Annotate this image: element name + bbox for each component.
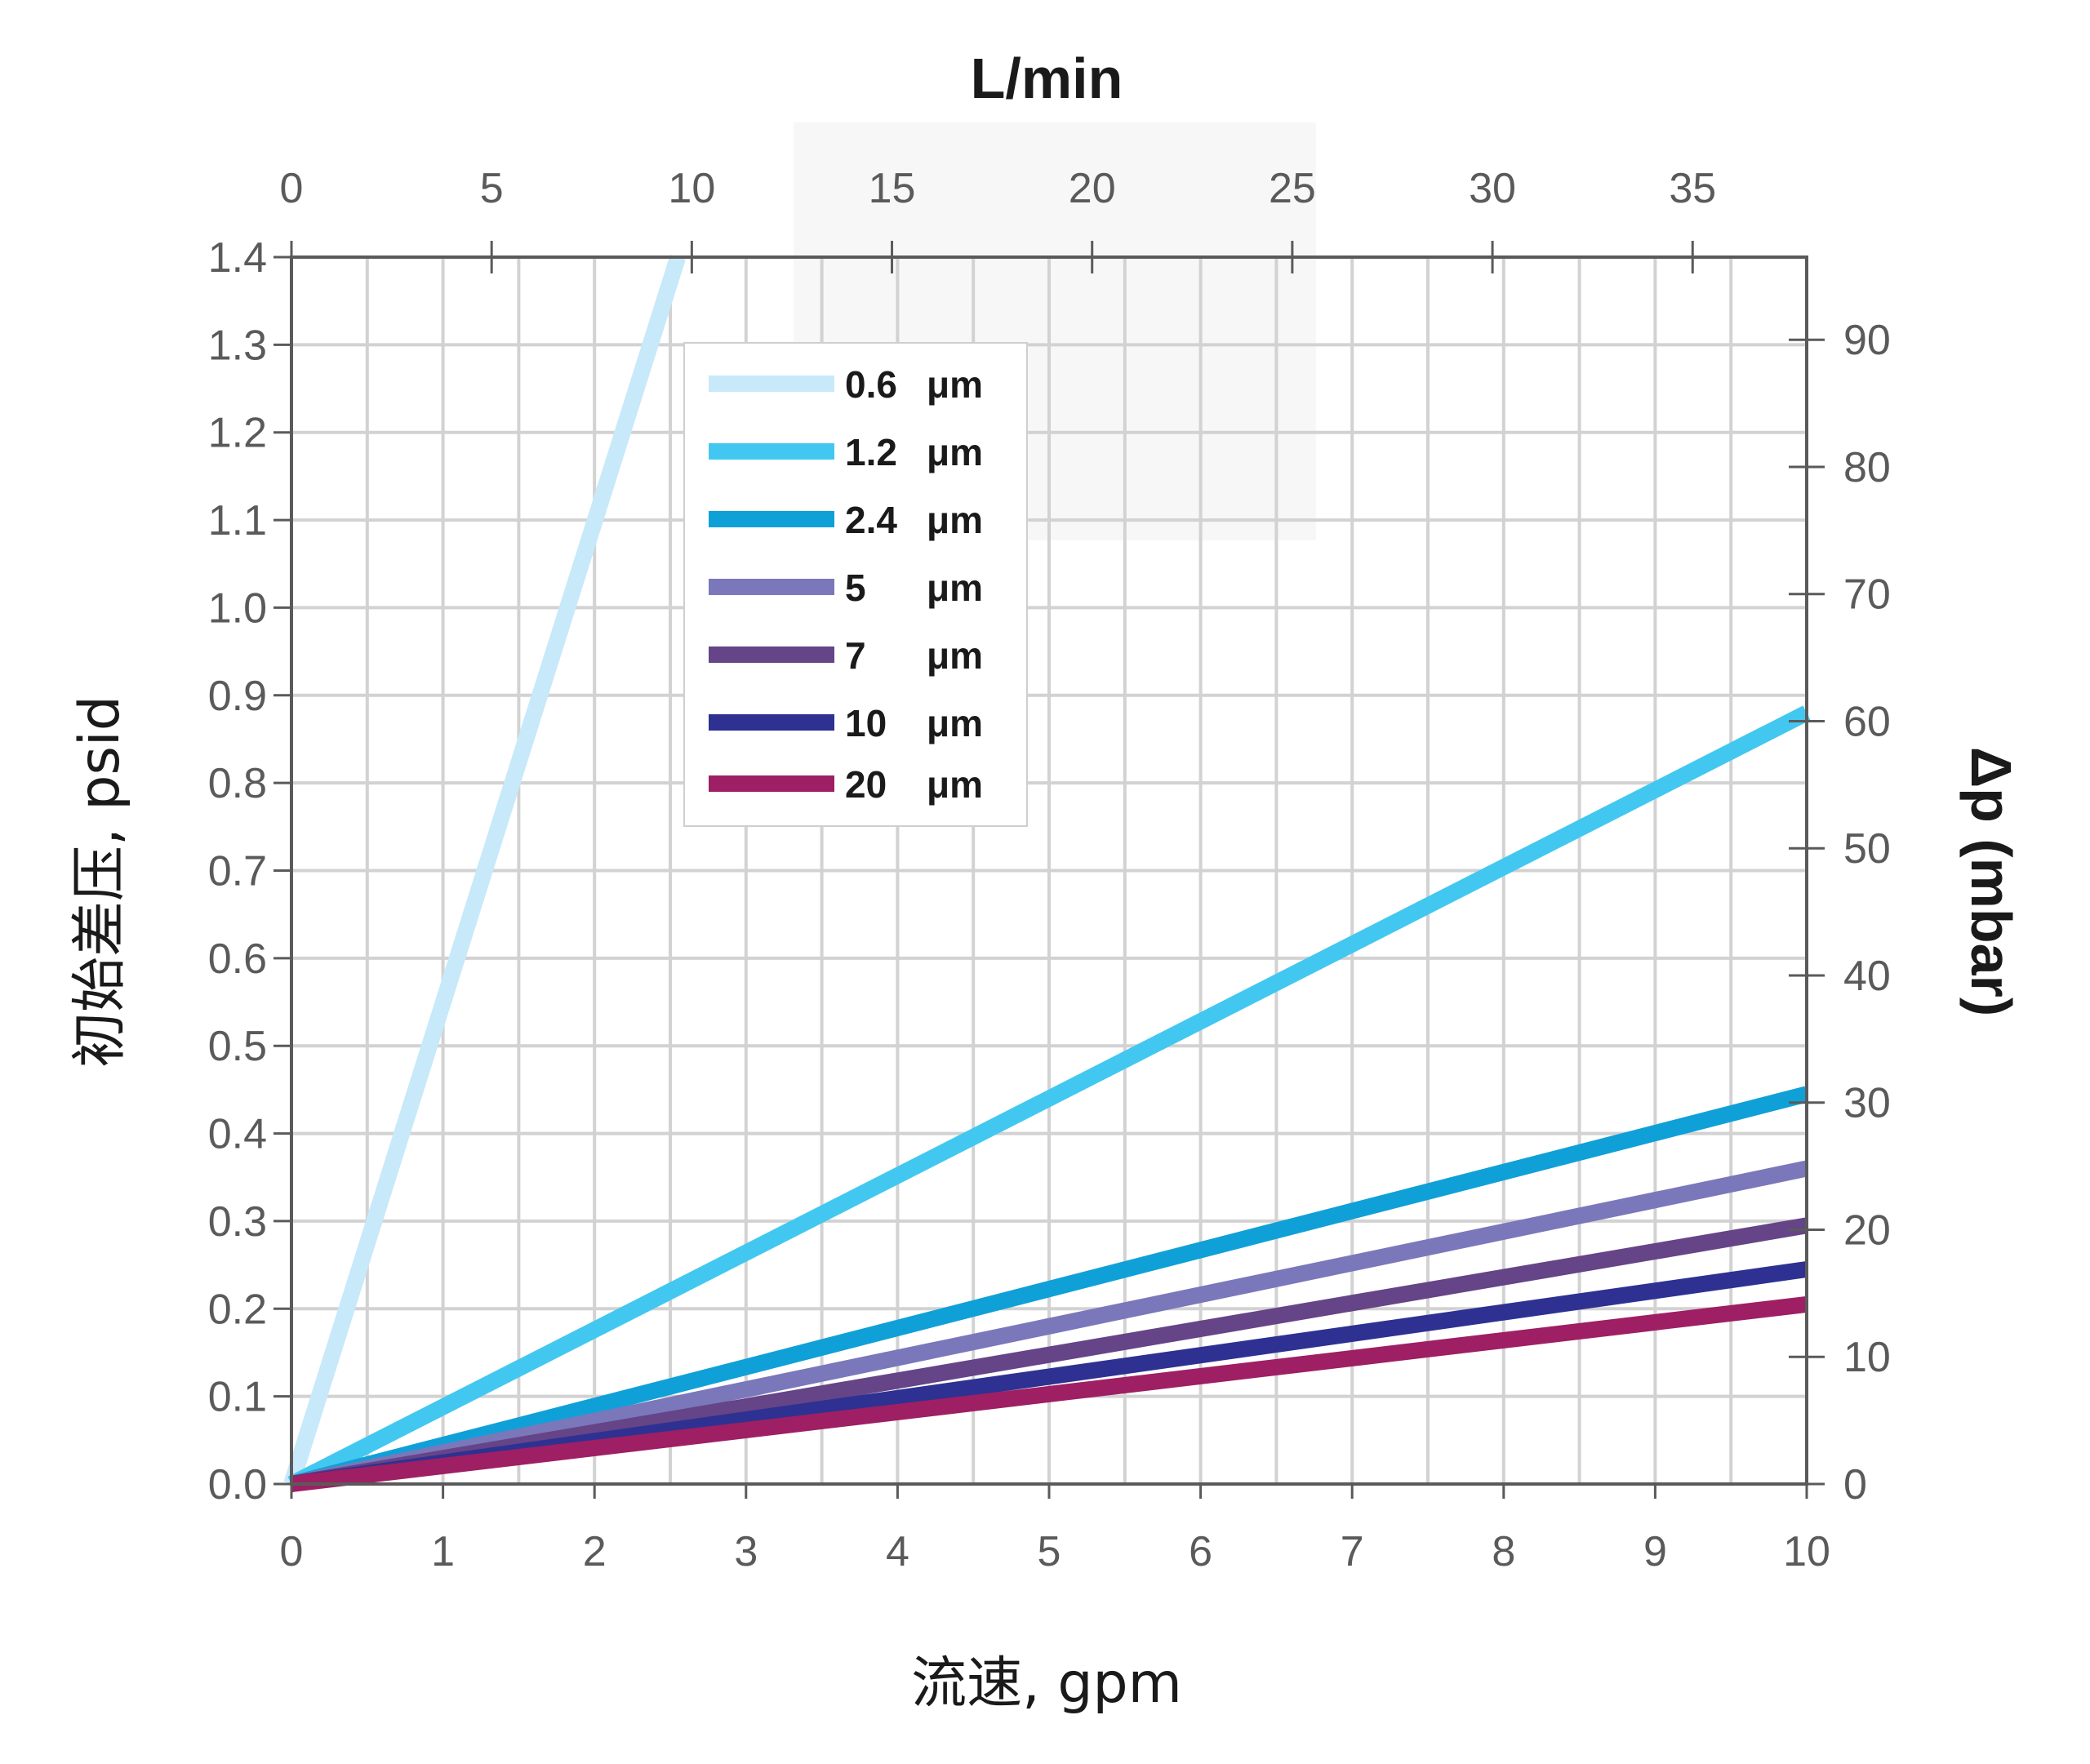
tick-labels: 0.0 0.1 0.2 0.3 0.4 0.5 0.6 0.7 0.8 0.9 1.0 1.1 1.2 1… (208, 165, 1891, 1575)
y-axis-title: 初始差压, psid (68, 695, 132, 1068)
y2-tick-label: 90 (1843, 317, 1891, 364)
x-tick-label: 5 (1038, 1528, 1061, 1575)
x2-tick-label: 30 (1469, 165, 1516, 212)
x2-tick-label: 20 (1069, 165, 1116, 212)
y-tick-label: 1.3 (208, 322, 267, 369)
y-tick-label: 0.6 (208, 935, 267, 983)
y-tick-label: 0.2 (208, 1286, 267, 1333)
y2-tick-label: 30 (1843, 1080, 1891, 1127)
y2-tick-label: 60 (1843, 698, 1891, 745)
x-tick-label: 6 (1189, 1528, 1212, 1575)
x2-tick-label: 10 (668, 165, 715, 212)
series-line-0 (283, 254, 686, 1487)
y2-tick-label: 0 (1843, 1461, 1867, 1509)
y-tick-label: 0.8 (208, 760, 267, 807)
x-tick-label: 10 (1783, 1528, 1830, 1575)
y-tick-label: 1.1 (208, 497, 267, 544)
grid (291, 122, 1807, 1484)
axis-ticks (273, 241, 1825, 1499)
legend-label-1: 1.2 (845, 431, 897, 473)
x-tick-label: 1 (431, 1528, 455, 1575)
x2-axis-title: L/min (971, 47, 1123, 110)
x-tick-label: 9 (1643, 1528, 1667, 1575)
y-tick-label: 0.5 (208, 1023, 267, 1070)
x2-tick-label: 15 (869, 165, 916, 212)
y-tick-label: 0.1 (208, 1374, 267, 1421)
legend-unit-5: μm (927, 702, 983, 744)
x-axis-title: 流速, gpm (911, 1651, 1182, 1716)
legend-unit-2: μm (927, 499, 983, 541)
y-tick-label: 1.4 (208, 234, 267, 282)
series-line-6 (290, 1295, 1808, 1492)
series-line-2 (289, 1086, 1809, 1492)
x-tick-label: 3 (734, 1528, 758, 1575)
y2-tick-label: 20 (1843, 1206, 1891, 1254)
y2-tick-label: 40 (1843, 953, 1891, 1000)
y2-tick-label: 80 (1843, 444, 1891, 491)
y-tick-label: 1.0 (208, 584, 267, 632)
x2-tick-label: 5 (480, 165, 504, 212)
legend-label-4: 7 (845, 634, 866, 677)
y2-axis-title: Δp (mbar) (1959, 747, 2023, 1016)
x2-tick-label: 35 (1669, 165, 1716, 212)
y2-tick-label: 70 (1843, 571, 1891, 619)
x-tick-label: 7 (1341, 1528, 1364, 1575)
y-tick-label: 0.4 (208, 1111, 267, 1158)
legend-unit-3: μm (927, 567, 983, 609)
series-line-1 (287, 705, 1811, 1491)
y-tick-label: 0.0 (208, 1461, 267, 1509)
legend-label-2: 2.4 (845, 499, 897, 541)
y-tick-label: 0.3 (208, 1198, 267, 1246)
legend: 0.6 μm 1.2 μm 2.4 μm 5 μm 7 μm 10 μm 20 μm (683, 342, 1028, 827)
legend-label-5: 10 (845, 702, 887, 744)
x2-tick-label: 0 (280, 165, 304, 212)
series-line-3 (289, 1160, 1809, 1492)
y2-tick-label: 50 (1843, 825, 1891, 873)
y-tick-label: 0.7 (208, 848, 267, 895)
series-lines (283, 254, 1811, 1492)
legend-unit-1: μm (927, 431, 983, 473)
legend-label-6: 20 (845, 763, 887, 806)
x2-tick-label: 25 (1269, 165, 1316, 212)
y-tick-label: 1.2 (208, 410, 267, 457)
legend-unit-6: μm (927, 763, 983, 806)
legend-label-0: 0.6 (845, 363, 897, 406)
x-tick-label: 8 (1492, 1528, 1515, 1575)
legend-label-3: 5 (845, 567, 866, 609)
x-tick-label: 0 (280, 1528, 304, 1575)
y-tick-label: 0.9 (208, 673, 267, 720)
legend-unit-0: μm (927, 363, 983, 406)
x-tick-label: 2 (583, 1528, 607, 1575)
x-tick-label: 4 (886, 1528, 909, 1575)
legend-unit-4: μm (927, 634, 983, 677)
y2-tick-label: 10 (1843, 1334, 1891, 1381)
